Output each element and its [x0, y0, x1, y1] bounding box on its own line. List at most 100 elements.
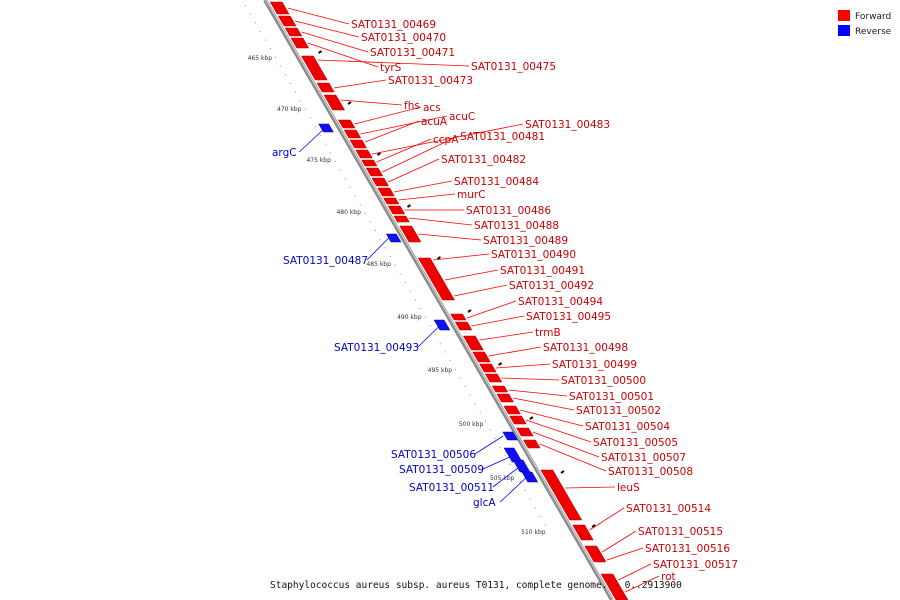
- reverse-label-leader: [482, 454, 515, 470]
- forward-label-leader: [354, 106, 422, 125]
- forward-gene-label: SAT0131_00515: [638, 526, 723, 538]
- forward-gene-block: [417, 257, 455, 301]
- forward-gene-label: SAT0131_00499: [552, 359, 637, 371]
- forward-gene-block: [572, 524, 594, 541]
- tick-label: 500 kbp: [459, 421, 484, 428]
- forward-gene-label: acs: [423, 102, 441, 114]
- forward-gene-label: SAT0131_00514: [626, 503, 711, 515]
- forward-label-leader: [606, 547, 644, 561]
- reverse-label-leader: [474, 435, 504, 455]
- forward-label-leader: [471, 315, 525, 327]
- forward-label-leader: [618, 563, 652, 581]
- forward-gene-label: SAT0131_00475: [471, 61, 556, 73]
- forward-label-leader: [388, 158, 440, 183]
- forward-gene-block: [509, 415, 527, 425]
- forward-label-leader: [495, 363, 551, 369]
- forward-gene-block: [491, 385, 509, 393]
- tick-label: 475 kbp: [306, 157, 331, 164]
- tick-mark: [560, 470, 565, 474]
- forward-label-leader: [565, 486, 616, 489]
- genome-backbone-highlight: [265, 0, 614, 600]
- reverse-label-leader: [298, 127, 326, 153]
- gene-features: [269, 1, 629, 600]
- forward-label-leader: [444, 269, 499, 281]
- tick-mark: [318, 50, 323, 54]
- forward-gene-label: acuA: [421, 116, 448, 128]
- tick-label: 485 kbp: [366, 261, 391, 268]
- reverse-gene-block: [318, 123, 334, 133]
- forward-gene-block: [496, 393, 514, 403]
- reverse-gene-label: SAT0131_00506: [391, 449, 476, 461]
- forward-gene-label: SAT0131_00502: [576, 405, 661, 417]
- forward-gene-label: SAT0131_00486: [466, 205, 551, 217]
- forward-gene-label: SAT0131_00516: [645, 543, 730, 555]
- forward-gene-label: acuC: [449, 111, 475, 123]
- forward-gene-block: [300, 55, 328, 81]
- forward-label-leader: [513, 397, 575, 411]
- reverse-label-leader: [366, 237, 389, 261]
- forward-gene-block: [600, 573, 629, 600]
- forward-label-leader: [371, 123, 524, 155]
- forward-gene-block: [323, 94, 346, 111]
- forward-gene-label: SAT0131_00500: [561, 375, 646, 387]
- forward-label-leader: [466, 300, 517, 319]
- forward-gene-label: SAT0131_00482: [441, 154, 526, 166]
- forward-label-leader: [508, 389, 568, 397]
- forward-gene-label: ccpA: [433, 134, 459, 146]
- tick-mark: [376, 152, 382, 156]
- forward-gene-label: SAT0131_00470: [361, 32, 446, 44]
- forward-label-leader: [301, 31, 369, 53]
- forward-label-leader: [393, 180, 453, 193]
- forward-gene-label: SAT0131_00481: [460, 131, 545, 143]
- forward-gene-block: [377, 187, 395, 197]
- tick-label: 495 kbp: [428, 367, 453, 374]
- forward-label-leader: [333, 79, 387, 89]
- genome-backbone: [263, 0, 614, 600]
- forward-gene-label: SAT0131_00505: [593, 437, 678, 449]
- reverse-label-leader: [499, 476, 528, 503]
- forward-gene-label: fhs: [404, 100, 420, 112]
- reverse-gene-block: [521, 471, 539, 483]
- forward-label-leader: [532, 431, 600, 458]
- forward-gene-label: SAT0131_00492: [509, 280, 594, 292]
- forward-label-leader: [360, 115, 448, 135]
- forward-gene-label: SAT0131_00471: [370, 47, 455, 59]
- forward-label-leader: [520, 409, 584, 427]
- reverse-gene-label: glcA: [473, 497, 496, 509]
- forward-gene-block: [540, 469, 583, 521]
- forward-gene-block: [387, 205, 406, 215]
- tick-label: 465 kbp: [248, 55, 273, 62]
- reverse-gene-label: SAT0131_00487: [283, 255, 368, 267]
- forward-label-leader: [398, 193, 456, 201]
- forward-gene-label: SAT0131_00491: [500, 265, 585, 277]
- legend-forward-swatch: [838, 10, 850, 21]
- forward-label-leader: [382, 135, 459, 173]
- reverse-label-leader: [417, 325, 440, 348]
- forward-gene-label: SAT0131_00488: [474, 220, 559, 232]
- forward-label-leader: [295, 20, 360, 38]
- tick-label: 480 kbp: [336, 209, 361, 216]
- tick-label: 470 kbp: [277, 106, 302, 113]
- forward-gene-label: SAT0131_00501: [569, 391, 654, 403]
- tick-mark: [436, 256, 442, 260]
- forward-gene-label: SAT0131_00508: [608, 466, 693, 478]
- tick-label: 505 kbp: [490, 475, 515, 482]
- tick-labels: 465 kbp 470 kbp 475 kbp 480 kbp 485 kbp 490 k…: [248, 50, 596, 536]
- forward-gene-block: [523, 439, 541, 449]
- forward-gene-block: [316, 82, 335, 93]
- forward-gene-label: SAT0131_00484: [454, 176, 539, 188]
- forward-gene-label: leuS: [617, 482, 640, 494]
- forward-gene-block: [503, 405, 521, 415]
- tick-mark: [591, 524, 596, 528]
- genome-caption: Staphylococcus aureus subsp. aureus T013…: [270, 580, 682, 591]
- tick-mark: [529, 416, 534, 420]
- forward-label-leader: [501, 377, 560, 381]
- reverse-gene-block: [502, 431, 518, 441]
- forward-gene-label: SAT0131_00489: [483, 235, 568, 247]
- forward-gene-block: [472, 351, 491, 363]
- forward-gene-label: SAT0131_00469: [351, 19, 436, 31]
- forward-gene-block: [399, 225, 422, 243]
- legend: Forward Reverse: [838, 10, 892, 37]
- forward-gene-block: [371, 177, 390, 187]
